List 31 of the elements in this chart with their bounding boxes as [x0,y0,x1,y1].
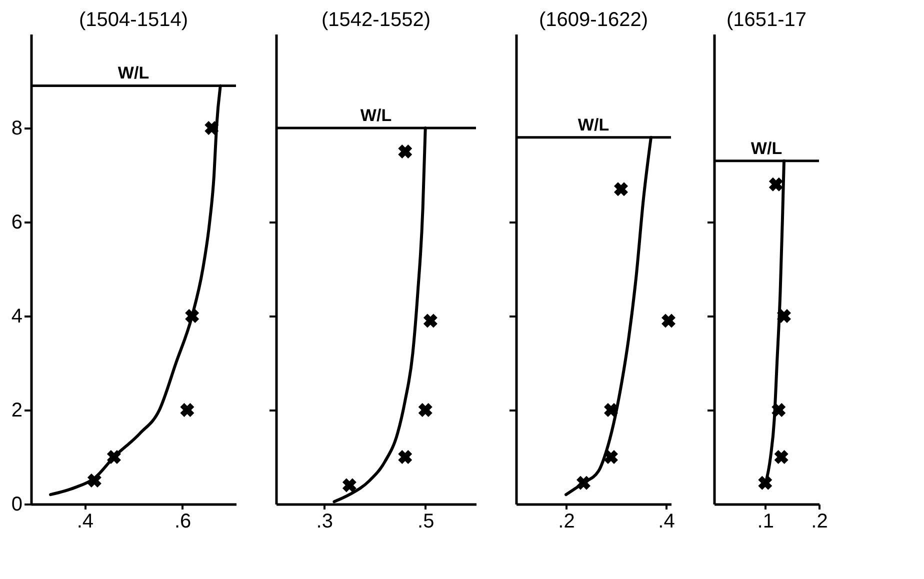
point [398,144,412,158]
point [342,478,356,492]
x-tick-label: .4 [658,510,675,532]
ref-line-label: W/L [360,106,392,125]
x-tick-label: .6 [174,510,192,532]
chart-title: (1651-17 [726,9,807,31]
point [180,403,194,417]
x-tick-label: .5 [418,510,434,532]
ref-line-label: W/L [118,64,150,83]
point [774,450,788,464]
ref-line-label: W/L [578,115,610,134]
ref-line-label: W/L [750,138,782,158]
x-tick-label: .2 [811,510,828,532]
chart-title: (1504-1514) [79,9,188,31]
point [418,403,432,417]
y-tick-label: 6 [11,212,22,234]
point [398,450,412,464]
x-tick-label: .1 [757,510,774,532]
x-tick-label: .4 [76,510,94,532]
chart-title: (1542-1552) [322,9,430,31]
point [423,314,438,328]
y-tick-label: 2 [11,400,22,422]
x-tick-label: .3 [316,510,333,532]
x-tick-label: .2 [558,510,575,532]
point [768,177,783,192]
point [662,314,676,328]
y-tick-label: 8 [11,118,22,140]
y-tick-label: 4 [11,306,22,328]
y-tick-label: 0 [11,494,22,516]
chart-title: (1609-1622) [539,9,648,31]
point [614,182,628,196]
